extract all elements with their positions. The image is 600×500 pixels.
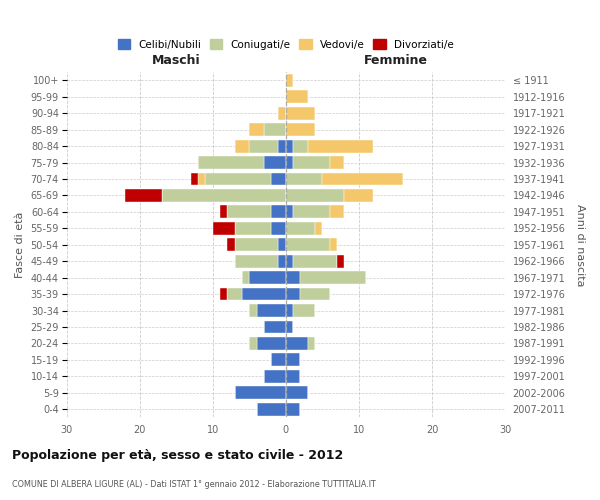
Bar [293,156,329,169]
Bar [329,156,344,169]
Bar [264,370,286,382]
Bar [286,107,315,120]
Bar [213,222,235,234]
Bar [235,238,278,251]
Bar [286,304,293,317]
Bar [278,255,286,268]
Bar [257,402,286,415]
Bar [235,222,271,234]
Y-axis label: Anni di nascita: Anni di nascita [575,204,585,286]
Bar [264,320,286,334]
Bar [286,238,329,251]
Bar [286,140,293,152]
Bar [293,255,337,268]
Bar [264,156,286,169]
Bar [286,320,293,334]
Bar [286,90,308,103]
Bar [271,354,286,366]
Bar [286,386,308,399]
Bar [286,288,301,300]
Bar [278,140,286,152]
Bar [301,271,366,284]
Bar [271,206,286,218]
Bar [278,107,286,120]
Bar [235,386,286,399]
Bar [191,172,198,186]
Bar [293,304,315,317]
Bar [301,288,329,300]
Bar [161,189,286,202]
Bar [235,140,249,152]
Bar [308,337,315,350]
Bar [227,206,271,218]
Y-axis label: Fasce di età: Fasce di età [15,212,25,278]
Bar [257,304,286,317]
Bar [205,172,271,186]
Bar [242,271,249,284]
Bar [227,238,235,251]
Bar [220,206,227,218]
Bar [249,337,257,350]
Legend: Celibi/Nubili, Coniugati/e, Vedovi/e, Divorziati/e: Celibi/Nubili, Coniugati/e, Vedovi/e, Di… [118,40,454,50]
Bar [344,189,373,202]
Bar [278,238,286,251]
Bar [315,222,322,234]
Bar [286,271,301,284]
Bar [227,288,242,300]
Bar [235,255,278,268]
Bar [286,189,344,202]
Bar [286,370,301,382]
Bar [308,140,373,152]
Bar [264,124,286,136]
Bar [257,337,286,350]
Bar [286,124,315,136]
Bar [337,255,344,268]
Bar [271,172,286,186]
Bar [293,206,329,218]
Bar [125,189,161,202]
Bar [286,255,293,268]
Bar [329,206,344,218]
Bar [286,402,301,415]
Text: Popolazione per età, sesso e stato civile - 2012: Popolazione per età, sesso e stato civil… [12,450,343,462]
Bar [271,222,286,234]
Bar [249,271,286,284]
Bar [286,74,293,87]
Bar [249,304,257,317]
Bar [293,140,308,152]
Bar [286,354,301,366]
Bar [286,206,293,218]
Text: COMUNE DI ALBERA LIGURE (AL) - Dati ISTAT 1° gennaio 2012 - Elaborazione TUTTITA: COMUNE DI ALBERA LIGURE (AL) - Dati ISTA… [12,480,376,489]
Text: Femmine: Femmine [364,54,427,67]
Bar [286,156,293,169]
Bar [249,140,278,152]
Bar [322,172,403,186]
Bar [242,288,286,300]
Text: Maschi: Maschi [152,54,200,67]
Bar [220,288,227,300]
Bar [329,238,337,251]
Bar [249,124,264,136]
Bar [286,337,308,350]
Bar [198,172,205,186]
Bar [286,222,315,234]
Bar [198,156,264,169]
Bar [286,172,322,186]
